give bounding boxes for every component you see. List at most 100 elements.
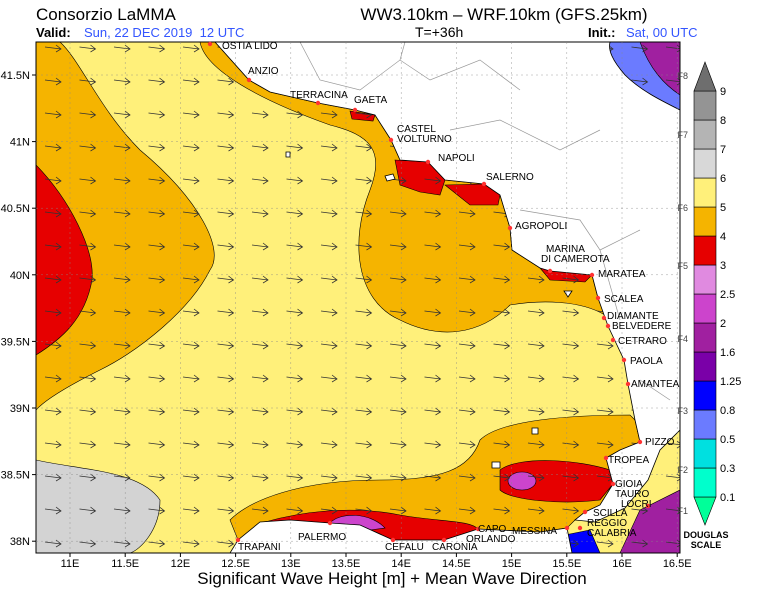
- arrow: [79, 44, 97, 53]
- arrow: [320, 308, 338, 317]
- place-label: AMANTEA: [631, 379, 680, 390]
- scale-name: SCALE: [691, 540, 722, 550]
- place-label: CALABRIA: [587, 528, 637, 539]
- arrow: [389, 275, 407, 284]
- arrow: [631, 77, 649, 86]
- arrow: [286, 242, 304, 251]
- arrow: [113, 440, 131, 449]
- lat-label: 39.5N: [1, 336, 30, 348]
- lon-label: 15.5E: [552, 558, 581, 570]
- scale-triangle: [693, 61, 717, 92]
- place-dot: [625, 381, 631, 387]
- arrow: [113, 77, 131, 86]
- arrow: [44, 506, 62, 515]
- scale-label: 0.5: [720, 434, 735, 446]
- scale-label: 1.25: [720, 376, 741, 388]
- scale-label: 8: [720, 115, 726, 127]
- place-label: ANZIO: [248, 66, 279, 77]
- arrow: [113, 407, 131, 416]
- place-label: REGGIO: [587, 518, 627, 529]
- arrow: [458, 341, 476, 350]
- scale-triangle: [693, 496, 717, 526]
- arrow: [148, 242, 166, 251]
- arrow: [79, 341, 97, 350]
- arrow: [458, 209, 476, 218]
- arrow: [424, 407, 442, 416]
- arrow: [562, 341, 580, 350]
- arrow: [286, 110, 304, 119]
- arrow: [182, 110, 200, 119]
- place-dot: [475, 526, 481, 532]
- init: Sat, 00 UTC: [626, 25, 698, 40]
- lon-label: 12.5E: [221, 558, 250, 570]
- arrow: [113, 506, 131, 515]
- beaufort-label: F5: [677, 261, 688, 271]
- lon-label: 14E: [391, 558, 411, 570]
- beaufort-label: F3: [677, 406, 688, 416]
- arrow: [44, 440, 62, 449]
- arrow: [79, 77, 97, 86]
- arrow: [527, 275, 545, 284]
- arrow: [320, 440, 338, 449]
- arrow: [286, 440, 304, 449]
- arrow: [113, 473, 131, 482]
- scale-box: [693, 264, 717, 295]
- arrow: [596, 539, 614, 548]
- lat-label: 38N: [10, 536, 30, 548]
- arrow: [44, 308, 62, 317]
- arrow: [389, 209, 407, 218]
- arrow: [424, 341, 442, 350]
- place-label: ORLANDO: [466, 534, 516, 545]
- arrow: [424, 473, 442, 482]
- arrow: [527, 308, 545, 317]
- scale-box: [693, 90, 717, 121]
- arrow: [320, 407, 338, 416]
- arrow: [113, 308, 131, 317]
- scale-label: 6: [720, 173, 726, 185]
- arrow: [562, 374, 580, 383]
- beaufort-label: F4: [677, 334, 688, 344]
- scale-label: 9: [720, 86, 726, 98]
- arrow: [44, 77, 62, 86]
- arrow: [424, 308, 442, 317]
- lat-label: 38.5N: [1, 470, 30, 482]
- region-borders: [299, 42, 671, 401]
- place-dot: [603, 455, 609, 461]
- lead-time: T=+36h: [415, 24, 463, 40]
- place-dot: [589, 272, 595, 278]
- arrow: [458, 308, 476, 317]
- arrow: [217, 143, 235, 152]
- arrow: [355, 473, 373, 482]
- arrow: [182, 473, 200, 482]
- arrow: [113, 209, 131, 218]
- place-label: PIZZO: [645, 437, 675, 448]
- arrow: [631, 539, 649, 548]
- arrow: [493, 242, 511, 251]
- scale-box: [693, 467, 717, 498]
- place-label: CEFALU: [385, 542, 424, 553]
- arrow: [527, 374, 545, 383]
- gray-zone: [36, 459, 161, 553]
- arrow: [389, 473, 407, 482]
- place-label: PALERMO: [298, 532, 346, 543]
- scale-label: 0.8: [720, 405, 735, 417]
- arrow: [182, 440, 200, 449]
- place-label: LOCRI: [621, 499, 652, 510]
- scale-box: [693, 380, 717, 411]
- arrow: [355, 176, 373, 185]
- arrow: [527, 407, 545, 416]
- arrow: [148, 473, 166, 482]
- arrow: [182, 176, 200, 185]
- place-dot: [610, 337, 616, 343]
- arrow: [596, 407, 614, 416]
- arrow: [286, 275, 304, 284]
- arrow: [79, 242, 97, 251]
- arrow: [79, 143, 97, 152]
- arrow: [458, 374, 476, 383]
- arrow: [251, 341, 269, 350]
- lat-label: 40N: [10, 270, 30, 282]
- arrow: [182, 242, 200, 251]
- arrow: [217, 539, 235, 548]
- arrow: [631, 44, 649, 53]
